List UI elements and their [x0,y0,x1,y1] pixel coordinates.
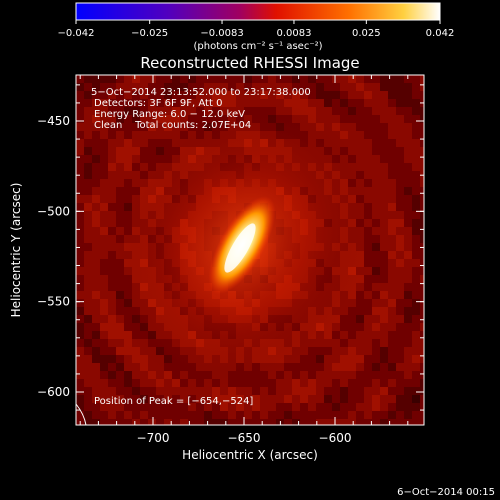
y-tick-label: −600 [37,385,70,399]
annotation-detectors: Detectors: 3F 6F 9F, Att 0 [94,98,223,109]
y-tick-label: −550 [37,295,70,309]
colorbar-tick-label: −0.0083 [200,28,243,39]
footer-date: 6−Oct−2014 00:15 [397,487,495,498]
heatmap-image [76,75,424,425]
colorbar-unit-label: (photons cm⁻² s⁻¹ asec⁻²) [193,41,322,52]
x-axis-label: Heliocentric X (arcsec) [182,448,318,462]
plot-frame [75,74,425,426]
annotation-peak-position: Position of Peak = [−654,−524] [94,396,254,407]
colorbar-tick-label: 0.025 [352,28,381,39]
limb-arc [75,403,87,426]
annotation-energy: Energy Range: 6.0 − 12.0 keV [94,109,245,120]
annotation-clean: Clean Total counts: 2.07E+04 [94,120,252,131]
axis-ticks: −700 −650 −600 −450 −500 −550 −600 [37,75,424,445]
colorbar-tick-label: 0.042 [426,28,455,39]
colorbar [75,2,441,21]
colorbar-ticks: −0.042 −0.025 −0.0083 0.0083 0.025 0.042 [57,20,454,39]
colorbar-tick-label: 0.0083 [276,28,311,39]
colorbar-tick-label: −0.025 [131,28,168,39]
chart-title: Reconstructed RHESSI Image [140,54,359,72]
x-tick-label: −600 [319,431,352,445]
x-tick-label: −700 [137,431,170,445]
x-tick-label: −650 [228,431,261,445]
annotation-time: 5−Oct−2014 23:13:52.000 to 23:17:38.000 [91,87,311,98]
y-axis-label: Heliocentric Y (arcsec) [9,183,23,318]
y-tick-label: −500 [37,204,70,218]
colorbar-tick-label: −0.042 [57,28,94,39]
y-tick-label: −450 [37,114,70,128]
